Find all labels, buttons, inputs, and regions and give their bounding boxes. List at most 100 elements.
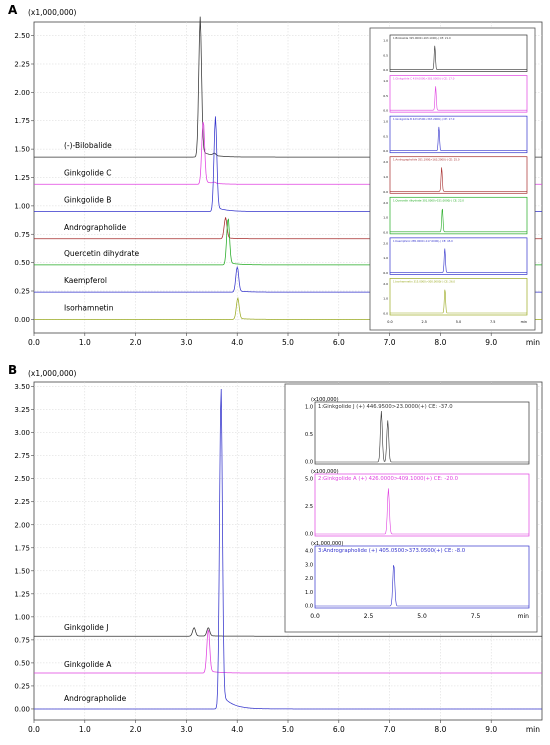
y-tick-label: 0.25 — [14, 682, 30, 690]
inset-row-frame — [389, 75, 528, 113]
inset-row-frame — [389, 156, 528, 194]
x-tick-label: 8.0 — [434, 338, 446, 347]
inset-row-caption: 3:Andrographolide (+) 405.0500>373.0500(… — [318, 548, 466, 554]
inset-row-caption: 1:Quercetin dihydrate 301.0000>151.0000(… — [393, 198, 464, 202]
inset-y-tick-label: 0.5 — [383, 53, 388, 57]
inset-row-multiplier: (x100,000) — [311, 469, 339, 475]
inset-frame — [369, 27, 536, 331]
inset-y-tick-label: 0.5 — [383, 94, 388, 98]
inset-row-caption: 1:Kaempferol 285.0000>117.0000(-) CE: 45… — [393, 239, 453, 243]
x-tick-label: 8.0 — [434, 725, 446, 734]
inset-row-frame — [314, 473, 530, 537]
x-tick-label: 5.0 — [282, 725, 294, 734]
trace-label: Ginkgolide C — [64, 168, 112, 177]
y-tick-label: 1.50 — [14, 146, 30, 154]
panel-a-trace-labels: (-)-Bilobalide Ginkgolide C Ginkgolide B An… — [64, 141, 140, 312]
inset-y-tick-label: 0.0 — [383, 109, 388, 113]
inset-x-tick-label: 0.0 — [387, 320, 392, 324]
panel-b-inset: (x100,000)1:Ginkgolide J (+) 446.9500>23… — [284, 383, 538, 633]
inset-y-tick-label: 2.0 — [305, 576, 313, 582]
y-tick-label: 2.50 — [14, 32, 30, 40]
inset-row-caption: 1:Ginkgolide C 439.0000>383.0000(-) CE: … — [393, 77, 455, 81]
inset-row-caption: 1:Ginkgolide J (+) 446.9500>23.0000(+) C… — [318, 404, 453, 410]
inset-trace — [315, 488, 529, 535]
inset-y-tick-label: 0.0 — [383, 190, 388, 194]
inset-x-tick-label: 7.5 — [471, 613, 481, 620]
inset-y-tick-label: 1.0 — [383, 297, 388, 301]
inset-x-tick-label: 2.5 — [364, 613, 374, 620]
inset-y-tick-label: 0.5 — [305, 432, 313, 438]
inset-row-multiplier: (x100,000) — [311, 397, 339, 403]
inset-y-tick-label: 1.0 — [383, 39, 388, 43]
y-tick-label: 1.25 — [14, 590, 30, 598]
inset-trace — [315, 411, 529, 463]
inset-frame — [284, 383, 538, 633]
inset-row-caption: 1:Isorhamnetin 315.0000>300.0000(-) CE: … — [393, 279, 455, 283]
inset-row-frame — [389, 115, 528, 154]
inset-y-tick-label: 4.0 — [305, 549, 313, 555]
x-tick-label: 1.0 — [79, 338, 91, 347]
inset-y-tick-label: 2.0 — [383, 201, 388, 205]
x-unit-label: min — [526, 725, 540, 734]
x-tick-label: 3.0 — [180, 725, 192, 734]
x-tick-label: 7.0 — [384, 725, 396, 734]
inset-row-frame — [314, 401, 530, 465]
inset-x-unit: min — [521, 320, 527, 324]
inset-y-tick-label: 0.0 — [305, 532, 313, 538]
inset-row-caption: 1:Andrographolide 351.1900>163.2000(-) C… — [393, 158, 460, 162]
panel-b-y-axis: 0.00 0.25 0.50 0.75 1.00 1.25 1.50 1.75 2.00 2.25… — [14, 383, 34, 713]
panel-b-x-axis: 0.0 1.0 2.0 3.0 4.0 5.0 6.0 7.0 8.0 9.0 min — [28, 720, 540, 734]
inset-y-tick-label: 1.0 — [383, 256, 388, 260]
panel-b-letter: B — [8, 363, 17, 377]
x-tick-label: 2.0 — [130, 725, 142, 734]
panel-b: B (x1,000,000) 0.00 0.25 0.50 0.75 1.00 1.25 1… — [8, 363, 543, 734]
y-tick-label: 1.00 — [14, 613, 30, 621]
trace-line — [34, 629, 542, 674]
inset-x-unit: min — [518, 613, 530, 620]
y-tick-label: 2.00 — [14, 521, 30, 529]
panel-a-letter: A — [8, 3, 18, 17]
trace-line — [34, 388, 542, 710]
x-tick-label: 6.0 — [333, 725, 345, 734]
inset-y-tick-label: 0.0 — [383, 68, 388, 72]
y-tick-label: 1.00 — [14, 202, 30, 210]
x-unit-label: min — [526, 338, 540, 347]
x-tick-label: 5.0 — [282, 338, 294, 347]
inset-x-tick-label: 7.5 — [490, 320, 495, 324]
y-tick-label: 0.00 — [14, 705, 30, 713]
inset-trace — [390, 248, 527, 273]
inset-row-frame — [389, 237, 528, 275]
inset-row-caption: 2:Ginkgolide A (+) 426.0000>409.1000(+) … — [318, 476, 459, 482]
inset-y-tick-label: 5.0 — [305, 477, 313, 483]
inset-y-tick-label: 0.0 — [383, 230, 388, 234]
y-tick-label: 0.75 — [14, 636, 30, 644]
y-tick-label: 2.50 — [14, 475, 30, 483]
inset-trace — [390, 126, 527, 152]
inset-y-tick-label: 1.0 — [305, 405, 313, 411]
x-tick-label: 6.0 — [333, 338, 345, 347]
inset-row-caption: 1:Ginkgolide B 423.0500>367.2000(-) CE: … — [393, 117, 455, 121]
panel-a-y-axis: 0.00 0.25 0.50 0.75 1.00 1.25 1.50 1.75 2.00 2.25… — [14, 32, 34, 324]
y-tick-label: 0.25 — [14, 288, 30, 296]
inset-y-tick-label: 2.0 — [383, 241, 388, 245]
inset-y-tick-label: 0.0 — [305, 604, 313, 610]
y-tick-label: 2.25 — [14, 498, 30, 506]
inset-y-tick-label: 1.0 — [383, 175, 388, 179]
inset-row-frame — [389, 278, 528, 316]
x-tick-label: 0.0 — [28, 725, 40, 734]
inset-trace — [390, 208, 527, 233]
y-tick-label: 3.50 — [14, 383, 30, 391]
inset-y-tick-label: 0.0 — [305, 460, 313, 466]
y-tick-label: 0.50 — [14, 259, 30, 267]
trace-label: (-)-Bilobalide — [64, 141, 112, 150]
inset-y-tick-label: 3.0 — [305, 562, 313, 568]
panel-a-x-axis: 0.0 1.0 2.0 3.0 4.0 5.0 6.0 7.0 8.0 9.0 min — [28, 333, 540, 347]
y-tick-label: 2.75 — [14, 452, 30, 460]
inset-y-tick-label: 2.5 — [305, 504, 313, 510]
panel-a-inset: 1:Bilobalide 325.0000>163.1000(-) CE: 21… — [369, 27, 536, 331]
x-tick-label: 2.0 — [130, 338, 142, 347]
inset-y-tick-label: 2.0 — [383, 160, 388, 164]
inset-row-frame — [389, 196, 528, 235]
inset-trace — [390, 86, 527, 111]
